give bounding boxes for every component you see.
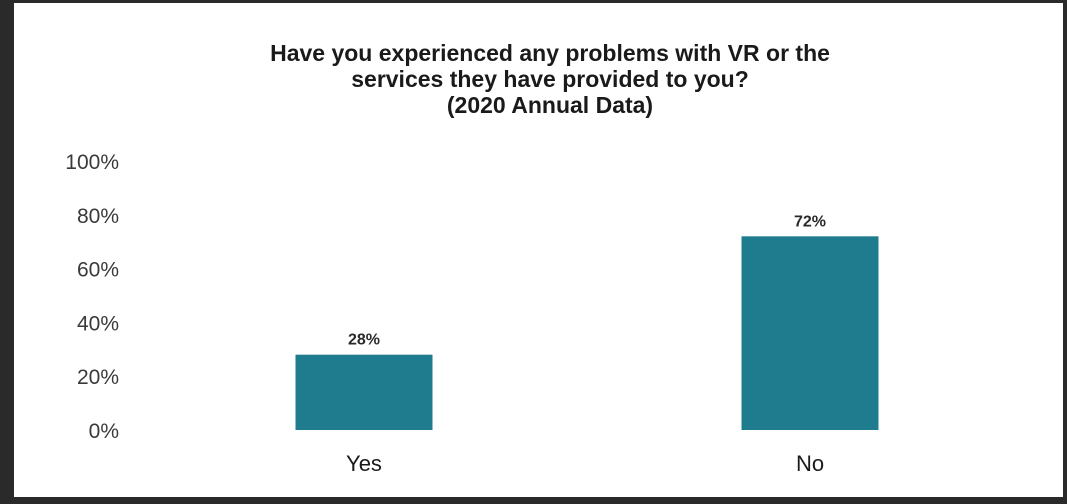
chart-title: Have you experienced any problems with V… bbox=[270, 40, 830, 118]
y-tick-label: 80% bbox=[77, 205, 119, 228]
x-tick-label: No bbox=[796, 451, 824, 476]
x-tick-label: Yes bbox=[346, 451, 382, 476]
y-tick-label: 60% bbox=[77, 259, 119, 282]
y-tick-label: 0% bbox=[89, 420, 119, 443]
y-tick-label: 40% bbox=[77, 312, 119, 335]
data-label: 28% bbox=[348, 332, 380, 349]
y-axis-ticks: 0% 20% 40% 60% 80% 100% bbox=[65, 151, 119, 443]
bars: 28% 72% bbox=[295, 213, 879, 430]
x-axis-ticks: Yes No bbox=[346, 451, 824, 476]
data-label: 72% bbox=[794, 213, 826, 230]
y-tick-label: 100% bbox=[65, 151, 119, 174]
bar-no bbox=[741, 236, 879, 430]
y-tick-label: 20% bbox=[77, 366, 119, 389]
bar-yes bbox=[295, 354, 433, 430]
